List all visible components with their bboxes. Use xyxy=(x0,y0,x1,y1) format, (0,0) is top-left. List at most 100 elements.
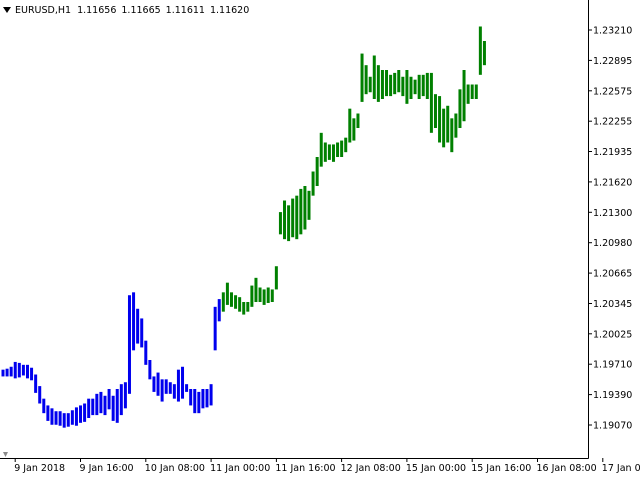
price-bar xyxy=(111,395,115,421)
price-bar xyxy=(209,384,213,406)
price-bar xyxy=(30,367,34,381)
price-bar xyxy=(356,113,360,128)
price-bar xyxy=(13,361,17,379)
price-bar xyxy=(470,84,474,99)
price-bar xyxy=(478,26,482,75)
price-bar xyxy=(197,391,201,414)
price-tick-label: 1.23210 xyxy=(593,26,632,37)
price-bar xyxy=(368,76,372,93)
price-bar xyxy=(87,398,91,418)
price-bar xyxy=(393,72,397,95)
price-bar xyxy=(315,157,319,186)
price-bar xyxy=(348,108,352,143)
price-bar xyxy=(95,393,99,416)
price-tick-label: 1.20665 xyxy=(593,269,632,280)
price-tick-label: 1.20025 xyxy=(593,329,632,340)
price-bar xyxy=(266,287,270,303)
price-bar xyxy=(425,72,429,99)
price-tick-label: 1.19710 xyxy=(593,360,632,371)
price-bar xyxy=(136,308,140,344)
price-bar xyxy=(58,411,62,426)
price-tick-label: 1.21620 xyxy=(593,177,632,188)
time-tick-label: 9 Jan 2018 xyxy=(14,463,65,474)
price-bar xyxy=(401,76,405,97)
price-tick-label: 1.22895 xyxy=(593,56,632,67)
price-bar xyxy=(364,65,368,95)
price-bar xyxy=(242,302,246,315)
price-bar xyxy=(413,79,417,95)
time-tick-label: 15 Jan 00:00 xyxy=(406,463,466,474)
price-bar xyxy=(299,188,303,235)
time-tick-label: 11 Jan 16:00 xyxy=(275,463,335,474)
price-bar xyxy=(270,289,274,302)
price-bar xyxy=(225,282,229,305)
price-bar xyxy=(103,395,107,416)
price-bar xyxy=(38,386,42,404)
price-bar xyxy=(311,171,315,196)
price-bar xyxy=(213,306,217,351)
price-bar xyxy=(397,70,401,93)
low-price: 1.11611 xyxy=(165,4,205,16)
price-bar xyxy=(176,369,180,402)
price-bar xyxy=(217,299,221,322)
price-bar xyxy=(201,389,205,409)
price-bar xyxy=(164,379,168,394)
price-bar xyxy=(454,113,458,138)
price-bar xyxy=(42,398,46,414)
price-bar xyxy=(21,364,25,376)
time-tick-label: 17 Jan 00:00 xyxy=(602,463,640,474)
price-bar xyxy=(466,84,470,104)
price-bar xyxy=(50,408,54,425)
price-bar xyxy=(372,55,376,99)
price-bar xyxy=(283,200,287,240)
time-scale[interactable]: 9 Jan 2018 9 Jan 16:00 10 Jan 08:00 11 Jan … xyxy=(14,458,640,474)
price-bar xyxy=(83,403,87,422)
price-tick-label: 1.22255 xyxy=(593,117,632,128)
price-bar xyxy=(474,84,478,99)
price-tick-label: 1.20980 xyxy=(593,238,632,249)
dropdown-triangle-icon[interactable] xyxy=(3,7,11,13)
price-bar xyxy=(254,277,258,302)
price-tick-label: 1.19070 xyxy=(593,421,632,432)
price-bar xyxy=(91,398,95,416)
price-bar xyxy=(238,297,242,312)
price-bar xyxy=(54,411,58,425)
price-bar xyxy=(340,140,344,157)
price-bar xyxy=(307,190,311,220)
symbol-timeframe: EURUSD,H1 xyxy=(15,4,72,16)
price-bar xyxy=(152,376,156,392)
scroll-shift-marker-icon[interactable] xyxy=(3,452,8,457)
price-bar xyxy=(185,384,189,392)
price-bar xyxy=(74,407,78,426)
price-bar xyxy=(205,389,209,408)
price-bar xyxy=(148,360,152,380)
close-price: 1.11620 xyxy=(209,4,250,16)
axis-frame xyxy=(0,0,589,459)
price-bar xyxy=(246,302,250,312)
price-bar xyxy=(79,405,83,423)
price-bar xyxy=(344,137,348,153)
price-bar xyxy=(295,195,299,240)
price-bar xyxy=(385,70,389,97)
price-bar xyxy=(278,212,282,235)
price-bar xyxy=(360,53,364,102)
price-scale[interactable]: 1.23210 1.22895 1.22575 1.22255 1.21935 1.216… xyxy=(588,26,632,432)
price-bar xyxy=(462,70,466,122)
price-bar xyxy=(274,266,278,290)
price-bar xyxy=(189,389,193,406)
price-bar xyxy=(376,65,380,102)
price-bar xyxy=(429,72,433,133)
price-bar xyxy=(331,144,335,162)
price-bar xyxy=(127,295,131,394)
price-bar xyxy=(25,364,29,379)
time-tick-label: 11 Jan 00:00 xyxy=(210,463,270,474)
price-bar xyxy=(181,366,185,399)
price-bar xyxy=(160,379,164,402)
chart-header: EURUSD,H1 1.11656 1.11665 1.11611 1.1162… xyxy=(3,3,254,17)
price-bar xyxy=(303,186,307,230)
price-bar xyxy=(405,70,409,104)
price-bar xyxy=(99,391,103,414)
price-bar xyxy=(144,340,148,365)
